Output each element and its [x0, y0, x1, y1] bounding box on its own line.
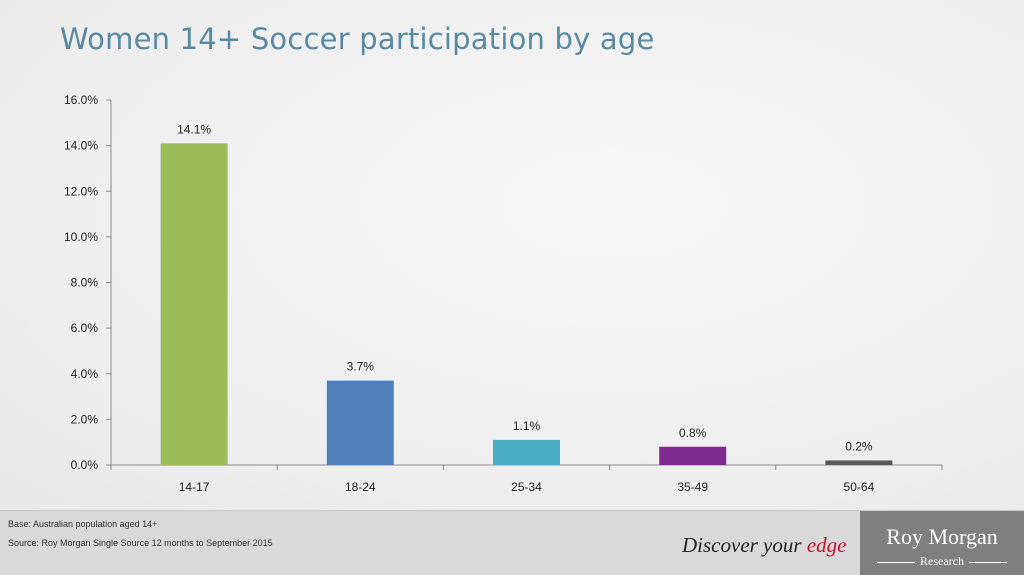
y-tick-label: 12.0%: [64, 184, 98, 198]
slide-title: Women 14+ Soccer participation by age: [60, 22, 655, 56]
source-note: Source: Roy Morgan Single Source 12 mont…: [8, 538, 273, 548]
company-logo: Roy Morgan Research: [860, 511, 1024, 575]
y-tick-label: 14.0%: [64, 139, 98, 153]
bar-14-17: [160, 143, 228, 465]
footer-bar: Base: Australian population aged 14+ Sou…: [0, 510, 1024, 575]
data-label-18-24: 3.7%: [347, 360, 375, 374]
x-tick-label-14-17: 14-17: [179, 480, 210, 494]
bar-chart: 0.0% 2.0% 4.0% 6.0% 8.0% 10.0% 12.0% 14.0% 16.0%…: [64, 93, 943, 494]
bar-18-24: [326, 380, 394, 465]
y-tick-label: 4.0%: [71, 367, 99, 381]
y-tick-label: 10.0%: [64, 230, 98, 244]
bar-35-49: [659, 446, 727, 465]
logo-subtitle: Research: [860, 554, 1024, 569]
tagline-main: Discover your: [682, 533, 807, 557]
data-label-25-34: 1.1%: [513, 419, 541, 433]
y-tick-label: 16.0%: [64, 93, 98, 107]
y-tick-label: 6.0%: [71, 321, 99, 335]
bar-50-64: [825, 460, 893, 465]
x-tick-label-18-24: 18-24: [345, 480, 376, 494]
base-note: Base: Australian population aged 14+: [8, 519, 158, 529]
data-label-35-49: 0.8%: [679, 426, 707, 440]
tagline: Discover your edge: [682, 533, 846, 558]
x-tick-label-25-34: 25-34: [511, 480, 542, 494]
x-tick-label-50-64: 50-64: [844, 480, 875, 494]
x-tick-label-35-49: 35-49: [677, 480, 708, 494]
tagline-accent: edge: [806, 533, 847, 557]
y-tick-label: 8.0%: [71, 276, 99, 290]
logo-sub-text: Research: [920, 554, 964, 568]
bar-25-34: [493, 439, 560, 465]
y-tick-label: 0.0%: [71, 458, 99, 472]
data-label-14-17: 14.1%: [177, 122, 211, 136]
data-label-50-64: 0.2%: [845, 439, 873, 453]
logo-name: Roy Morgan: [886, 524, 998, 549]
y-tick-label: 2.0%: [71, 412, 99, 426]
